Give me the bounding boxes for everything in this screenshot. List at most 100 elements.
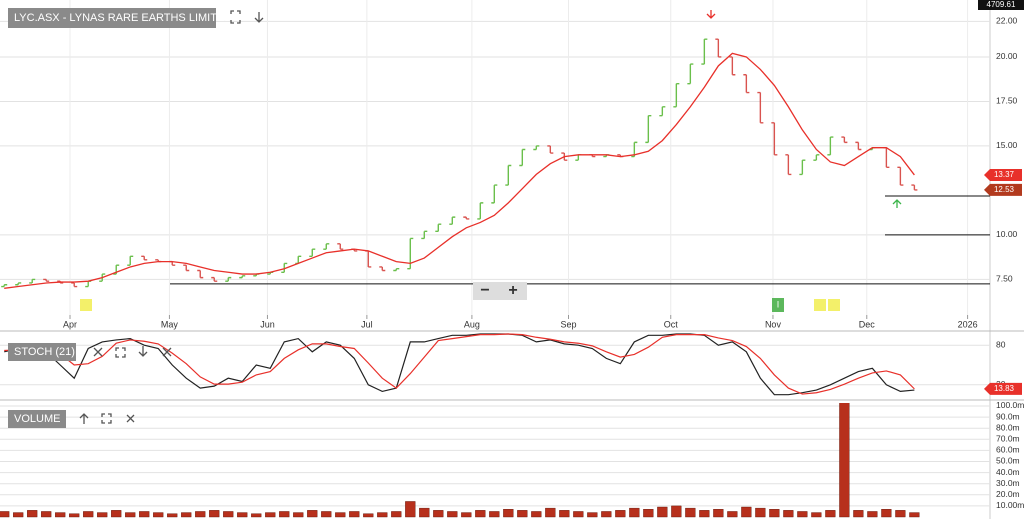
price-bar <box>911 184 918 191</box>
volume-bar <box>825 510 836 518</box>
y-tick-label: 70.0m <box>996 434 1020 444</box>
price-bar <box>197 269 204 279</box>
volume-bar <box>741 506 752 518</box>
price-bar <box>645 114 652 144</box>
volume-bar <box>629 507 640 518</box>
x-tick-label: Oct <box>664 319 679 329</box>
stoch-line <box>4 333 915 396</box>
x-tick-label: Sep <box>561 319 577 329</box>
volume-bar <box>685 507 696 518</box>
ma-last-label: 13.37 <box>994 170 1015 179</box>
volume-bar <box>419 507 430 518</box>
chart-title: LYC.ASX - LYNAS RARE EARTHS LIMITED <box>14 12 232 24</box>
note-icon[interactable] <box>814 299 826 311</box>
stoch-line <box>4 333 915 395</box>
volume-bar <box>349 511 360 518</box>
close-last-label-box <box>984 183 1022 196</box>
volume-bar <box>461 512 472 518</box>
x-tick-label: Aug <box>464 319 480 329</box>
stoch-title-box <box>8 343 76 361</box>
volume-bar <box>657 506 668 518</box>
title-icons[interactable] <box>230 10 264 24</box>
zoom-in[interactable]: + <box>508 282 517 299</box>
volume-bar <box>293 512 304 518</box>
signal-arrow-up <box>892 199 902 208</box>
zoom-controls <box>473 282 527 300</box>
price-bar <box>463 216 470 220</box>
price-bar <box>687 63 694 85</box>
y-tick-label: 50.0m <box>996 456 1020 466</box>
y-tick-label: 30.0m <box>996 478 1020 488</box>
price-bar <box>29 278 36 284</box>
y-tick-label: 10.00 <box>996 229 1018 239</box>
price-bar <box>785 154 792 176</box>
price-bar <box>813 154 820 161</box>
volume-bar <box>559 510 570 518</box>
volume-bar <box>0 511 10 518</box>
volume-bar <box>251 513 262 518</box>
y-tick-label: 22.00 <box>996 16 1018 26</box>
price-bar <box>771 122 778 156</box>
price-bar <box>449 216 456 225</box>
y-tick-label: 20.0m <box>996 489 1020 499</box>
volume-bar <box>713 509 724 518</box>
price-bar <box>43 278 50 282</box>
price-bar <box>547 145 554 154</box>
x-tick-label: Dec <box>859 319 876 329</box>
price-bar <box>799 159 806 176</box>
volume-bar <box>405 501 416 518</box>
price-bar <box>533 145 540 151</box>
volume-bar <box>55 512 66 518</box>
volume-bar <box>237 512 248 518</box>
price-bar <box>743 74 750 94</box>
price-bar <box>491 184 498 204</box>
y-tick-label: 40.0m <box>996 467 1020 477</box>
price-bar <box>435 223 442 233</box>
volume-bar <box>545 507 556 518</box>
y-tick-label: 17.50 <box>996 96 1018 106</box>
y-tick-label: 7.50 <box>996 274 1013 284</box>
y-tick-label: 80.0m <box>996 422 1020 432</box>
y-tick-label: 80 <box>996 339 1006 349</box>
volume-bar <box>223 511 234 518</box>
price-bar <box>71 282 78 288</box>
note-icon[interactable] <box>80 299 92 311</box>
volume-bar <box>783 510 794 518</box>
price-bar <box>183 264 190 272</box>
volume-bar <box>139 511 150 518</box>
x-tick-label: Nov <box>765 319 782 329</box>
volume-bar <box>615 510 626 518</box>
volume-bar <box>69 513 80 518</box>
volume-bar <box>727 511 738 518</box>
ma-last-label-box <box>984 168 1022 181</box>
note-icon[interactable] <box>828 299 840 311</box>
close-last-label: 12.53 <box>994 185 1015 194</box>
event-label: I <box>777 299 780 309</box>
price-bar <box>1 284 8 288</box>
price-bar <box>211 276 218 282</box>
volume-bar <box>153 512 164 518</box>
price-bar <box>673 82 680 108</box>
price-bar <box>225 276 232 282</box>
volume-bar <box>335 512 346 518</box>
zoom-out[interactable]: − <box>480 282 489 299</box>
volume-title-box <box>8 410 66 428</box>
volume-bar <box>27 510 38 518</box>
volume-icons[interactable] <box>79 413 135 424</box>
volume-bar <box>181 512 192 518</box>
volume-bar <box>377 512 388 518</box>
stoch-icons[interactable] <box>93 346 172 358</box>
price-bar <box>729 56 736 76</box>
volume-bar <box>881 509 892 518</box>
event-icon[interactable] <box>772 298 784 312</box>
stoch-title: STOCH (21) <box>14 346 75 358</box>
price-bar <box>393 268 400 272</box>
price-bar <box>659 106 666 117</box>
volume-bar <box>125 512 136 518</box>
x-tick-label: 2026 <box>958 319 978 329</box>
volume-bar <box>489 511 500 518</box>
volume-bar <box>363 513 374 518</box>
price-bar <box>841 136 848 144</box>
volume-bar <box>433 510 444 518</box>
